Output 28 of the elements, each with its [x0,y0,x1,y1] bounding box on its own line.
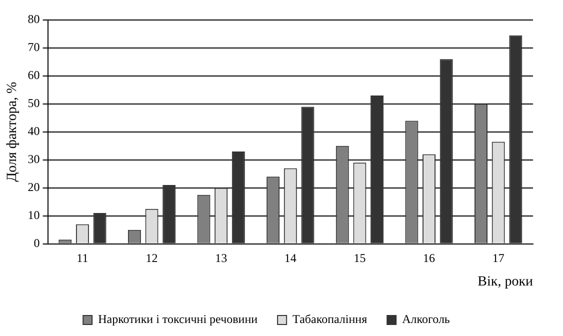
y-tick-label: 50 [28,96,40,110]
y-tick-label: 30 [28,152,40,166]
legend-label: Алкоголь [402,312,450,326]
bar [370,96,384,244]
bar [162,185,176,244]
x-tick-label: 15 [354,251,366,266]
y-tick-label: 40 [28,124,40,138]
legend-label: Наркотики і токсичні речовини [98,312,258,326]
x-tick-label: 17 [492,251,504,266]
y-tick-label: 10 [28,208,40,222]
legend-label: Табакопаління [292,312,368,326]
y-tick-label: 60 [28,68,40,82]
bar [301,106,314,244]
y-tick-label: 80 [28,12,40,26]
bar [440,59,453,244]
y-tick-label: 70 [28,40,40,54]
y-axis-title: Доля фактора, % [5,82,20,182]
x-tick-label: 14 [284,251,296,266]
x-tick-label: 11 [76,251,88,266]
bar [232,151,245,244]
y-tick-label: 20 [28,180,40,194]
x-tick-label: 13 [215,251,228,266]
bar [93,213,106,244]
x-tick-label: 16 [423,251,436,266]
y-tick-label: 0 [34,236,40,250]
x-axis-title: Вік, роки [478,274,534,290]
x-tick-label: 12 [146,251,158,266]
bar [509,35,522,244]
